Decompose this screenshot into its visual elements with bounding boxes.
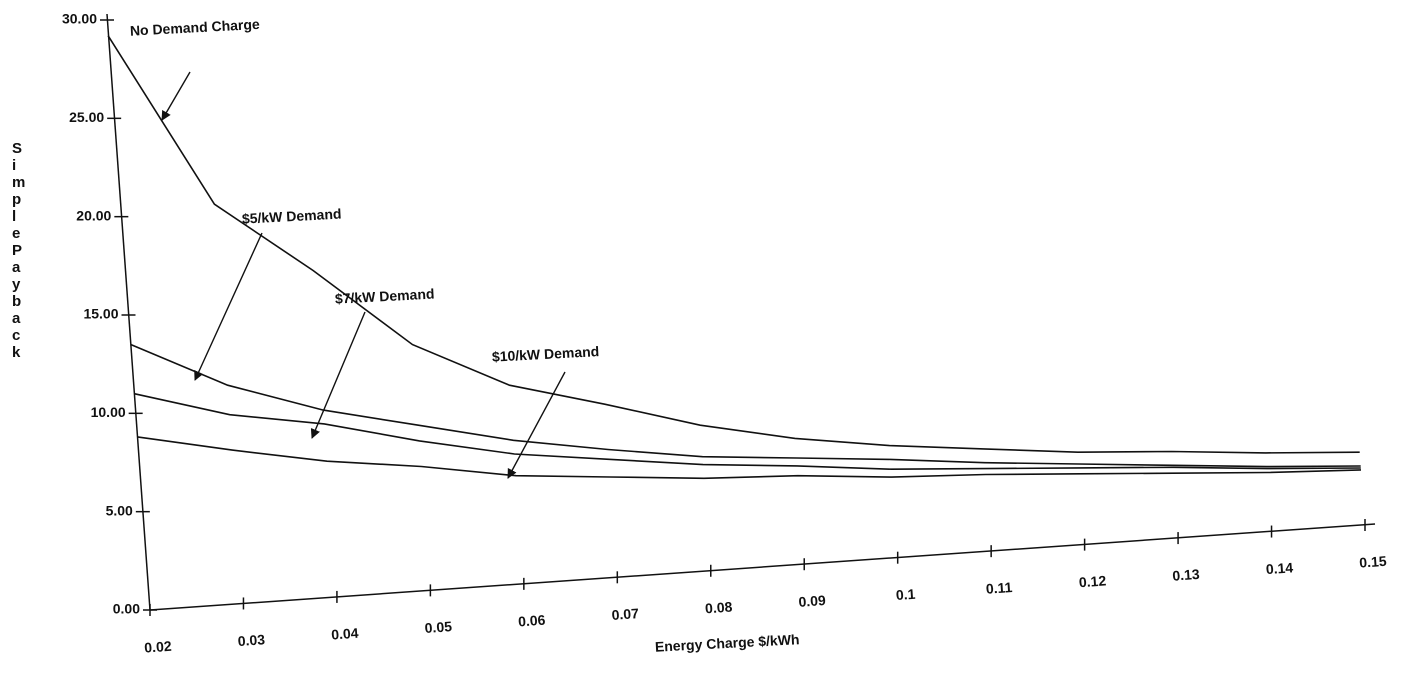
- x-tick-label: 0.08: [705, 599, 734, 617]
- y-axis-title: Simple Payback: [12, 140, 26, 361]
- series-line: [134, 392, 1361, 471]
- x-tick-label: 0.02: [144, 638, 173, 656]
- annotation-arrow: [310, 311, 366, 439]
- x-tick-label: 0.15: [1359, 553, 1388, 571]
- x-tick-label: 0.09: [798, 592, 827, 610]
- y-tick-label: 5.00: [106, 502, 133, 518]
- series-line: [130, 343, 1361, 468]
- series-label: $7/kW Demand: [335, 286, 435, 307]
- x-tick-label: 0.12: [1078, 572, 1107, 590]
- x-tick-label: 0.11: [985, 579, 1013, 597]
- series-line: [107, 35, 1360, 454]
- series-label: $5/kW Demand: [242, 206, 342, 227]
- annotation-arrow: [161, 71, 191, 121]
- annotation-arrow: [507, 371, 566, 479]
- x-tick-label: 0.04: [331, 625, 360, 643]
- y-tick-label: 20.00: [76, 207, 111, 223]
- y-tick-label: 0.00: [113, 601, 140, 617]
- x-tick-label: 0.05: [424, 618, 453, 636]
- x-tick-label: 0.14: [1265, 559, 1294, 577]
- y-tick-label: 25.00: [69, 109, 104, 125]
- x-axis-title: Energy Charge $/kWh: [655, 631, 800, 655]
- annotation-arrow: [194, 232, 263, 381]
- series-label: $10/kW Demand: [492, 343, 600, 365]
- y-tick-label: 10.00: [91, 404, 126, 420]
- x-tick-label: 0.06: [518, 612, 547, 630]
- x-tick-label: 0.13: [1172, 566, 1201, 584]
- series-line: [137, 436, 1362, 480]
- x-tick-label: 0.1: [895, 586, 916, 603]
- x-axis: [149, 523, 1376, 611]
- y-tick-label: 15.00: [83, 306, 118, 322]
- x-tick-label: 0.07: [611, 605, 640, 623]
- series-label: No Demand Charge: [130, 16, 261, 39]
- y-tick-label: 30.00: [62, 11, 97, 27]
- x-tick-label: 0.03: [237, 631, 266, 649]
- y-axis: [106, 13, 151, 611]
